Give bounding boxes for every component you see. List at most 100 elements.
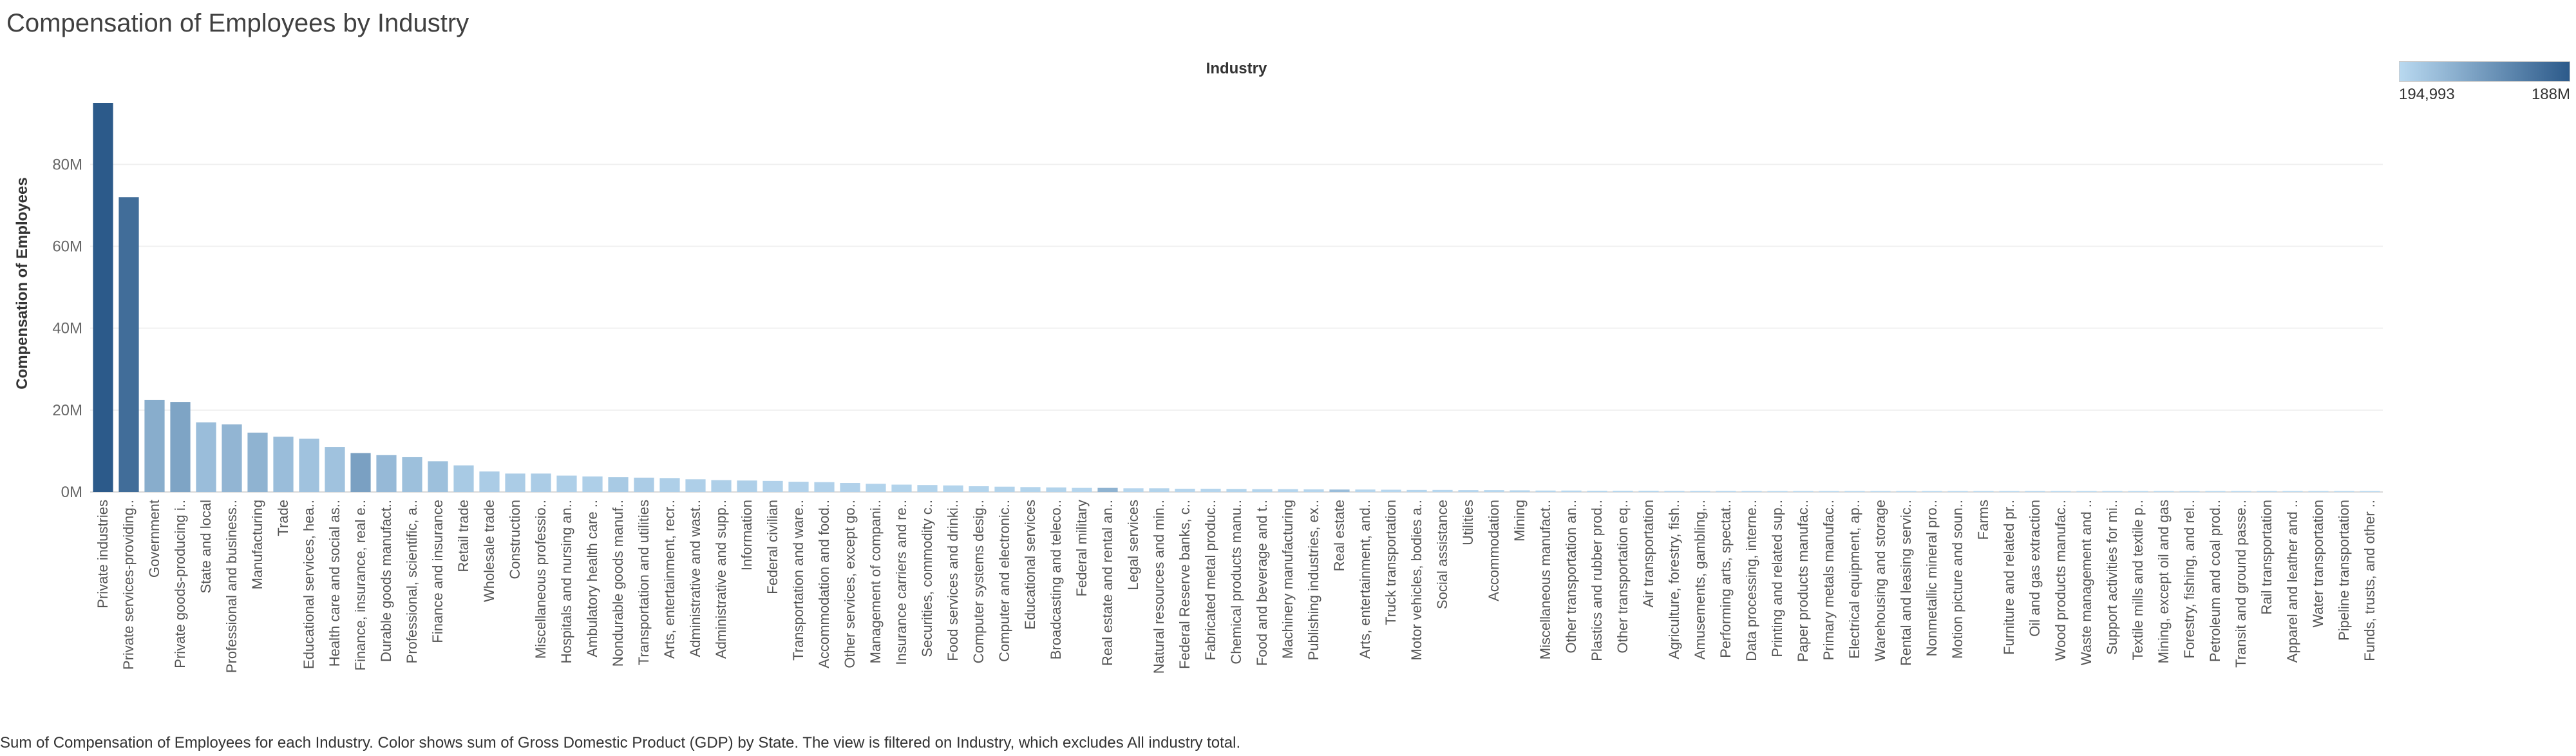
bar[interactable] [943, 485, 963, 492]
x-tick-label: Government [146, 500, 162, 578]
bar[interactable] [1046, 487, 1066, 492]
bar[interactable] [2102, 491, 2123, 493]
bar[interactable] [1200, 488, 1221, 492]
x-tick-label: Motion picture and soun.. [1949, 500, 1965, 659]
bar[interactable] [2205, 491, 2226, 493]
bar[interactable] [556, 475, 577, 492]
x-tick-label: Private industries [95, 500, 111, 609]
bar[interactable] [608, 477, 629, 492]
bar[interactable] [582, 476, 603, 492]
bar[interactable] [634, 477, 654, 492]
bar[interactable] [196, 422, 216, 492]
bar[interactable] [2282, 491, 2303, 493]
bar[interactable] [2308, 491, 2329, 493]
bar[interactable] [1278, 489, 1298, 492]
bar[interactable] [1149, 488, 1170, 492]
bar[interactable] [350, 453, 371, 492]
bar[interactable] [531, 473, 551, 492]
bar[interactable] [1381, 489, 1401, 493]
bar[interactable] [1844, 491, 1865, 493]
bar[interactable] [376, 455, 397, 492]
bar[interactable] [737, 480, 757, 492]
bar[interactable] [969, 486, 989, 492]
bar[interactable] [1072, 487, 1092, 492]
bar[interactable] [788, 482, 809, 492]
bar[interactable] [2179, 491, 2200, 493]
bar[interactable] [1020, 487, 1041, 492]
y-axis-ticks: 0M 20M 40M 60M 80M [52, 156, 82, 501]
bar[interactable] [2025, 491, 2045, 493]
bar[interactable] [1690, 491, 1710, 492]
bar[interactable] [2050, 491, 2071, 493]
bar[interactable] [917, 485, 938, 492]
bar[interactable] [428, 461, 448, 492]
bar[interactable] [1561, 490, 1582, 492]
bar[interactable] [479, 471, 500, 492]
bar[interactable] [1226, 489, 1247, 492]
bar[interactable] [2257, 491, 2277, 493]
x-tick-label: Transit and ground passe.. [2233, 500, 2249, 668]
bar[interactable] [1535, 490, 1556, 492]
bar[interactable] [2231, 491, 2251, 493]
x-tick-label: Rail transportation [2259, 500, 2275, 615]
bar[interactable] [118, 197, 139, 492]
bar[interactable] [1922, 491, 1942, 493]
bar[interactable] [711, 480, 732, 492]
bar[interactable] [1329, 489, 1350, 492]
bar[interactable] [1097, 487, 1118, 492]
bar[interactable] [1947, 491, 1968, 493]
bar[interactable] [505, 473, 526, 492]
bar[interactable] [2154, 491, 2174, 493]
x-tick-label: Mining, except oil and gas [2155, 500, 2172, 663]
x-tick-label: Utilities [1460, 500, 1476, 545]
x-tick-label: Funds, trusts, and other .. [2362, 500, 2378, 661]
bar[interactable] [144, 399, 165, 492]
bar[interactable] [1767, 491, 1788, 493]
bar[interactable] [1819, 491, 1839, 493]
bar[interactable] [93, 103, 113, 492]
bar[interactable] [2076, 491, 2097, 493]
bar[interactable] [840, 483, 860, 492]
bar[interactable] [1613, 491, 1633, 492]
bar[interactable] [222, 424, 242, 492]
bar[interactable] [1896, 491, 1917, 493]
bar[interactable] [1716, 491, 1736, 492]
bar[interactable] [1484, 490, 1504, 492]
bar[interactable] [1355, 489, 1376, 492]
bar[interactable] [2128, 491, 2148, 493]
bar[interactable] [1510, 490, 1530, 492]
bar[interactable] [453, 465, 474, 492]
bar[interactable] [1406, 489, 1427, 492]
bar[interactable] [1999, 491, 2020, 493]
bar[interactable] [273, 437, 294, 492]
bar[interactable] [1664, 491, 1685, 492]
bar[interactable] [1741, 491, 1762, 493]
bar[interactable] [1793, 491, 1814, 493]
bar[interactable] [866, 484, 886, 492]
bar[interactable] [299, 439, 319, 492]
bar[interactable] [659, 478, 680, 492]
bar[interactable] [814, 482, 835, 492]
bar[interactable] [1303, 489, 1324, 492]
bar[interactable] [891, 484, 912, 492]
bar[interactable] [1587, 491, 1607, 492]
bar[interactable] [1123, 488, 1144, 492]
x-tick-label: Federal Reserve banks, c.. [1177, 500, 1193, 669]
bar[interactable] [685, 479, 706, 492]
bar[interactable] [2334, 491, 2354, 493]
bar[interactable] [1252, 489, 1273, 492]
bar[interactable] [2360, 491, 2380, 493]
bar[interactable] [994, 486, 1015, 492]
bar[interactable] [1458, 490, 1479, 492]
bar[interactable] [1175, 488, 1195, 492]
bar[interactable] [1870, 491, 1891, 493]
bar[interactable] [1973, 491, 1994, 493]
bar[interactable] [325, 447, 345, 492]
bar[interactable] [402, 457, 422, 492]
bar[interactable] [762, 480, 783, 492]
bar[interactable] [1638, 491, 1659, 492]
x-tick-label: Administrative and supp.. [713, 500, 729, 659]
bar[interactable] [170, 402, 191, 492]
bar[interactable] [247, 432, 268, 492]
bar[interactable] [1432, 489, 1453, 492]
